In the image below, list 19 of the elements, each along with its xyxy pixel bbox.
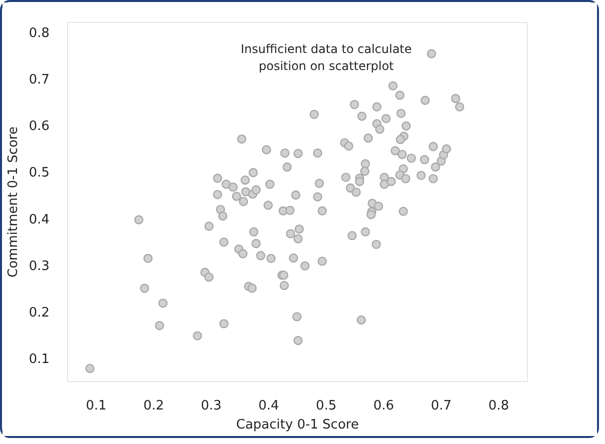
x-tick-label: 0.7 [430,398,452,414]
x-tick-label: 0.8 [488,398,510,414]
x-tick-label: 0.6 [373,398,394,414]
x-tick-label: 0.4 [258,398,280,414]
y-tick-label: 0.3 [28,258,50,274]
y-tick-label: 0.5 [28,166,50,181]
x-tick-label: 0.5 [316,398,337,414]
x-tick-label: 0.2 [143,398,164,414]
y-axis-title: Commitment 0-1 Score [6,126,21,278]
y-tick-label: 0.4 [28,212,50,228]
y-tick-label: 0.7 [28,72,50,88]
y-tick-label: 0.6 [28,119,50,134]
annotation: Insufficient data to calculate position on scatterplot [240,42,412,73]
y-tick-label: 0.2 [28,306,50,321]
x-tick-label: 0.1 [86,398,107,414]
x-tick-label: 0.3 [200,398,222,414]
y-tick-label: 0.1 [28,352,50,368]
x-axis-title: Capacity 0-1 Score [236,418,359,432]
y-tick-label: 0.8 [28,26,50,41]
